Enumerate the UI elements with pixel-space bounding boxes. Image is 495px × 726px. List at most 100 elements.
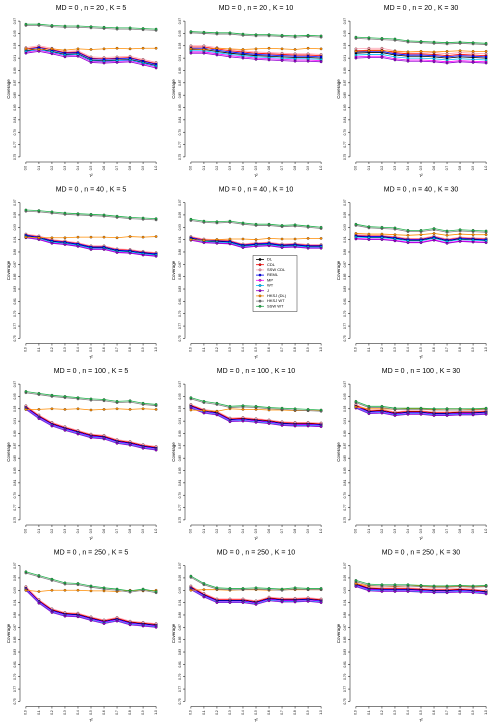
point <box>354 237 358 241</box>
legend-label: J <box>267 288 269 293</box>
y-tick-label: 0.95 <box>178 575 182 581</box>
point <box>76 245 80 248</box>
panel-title: MD = 0 , n = 40 , K = 5 <box>56 186 127 193</box>
y-tick-label: 0.77 <box>13 141 17 147</box>
x-tick-label: 0.1 <box>202 166 206 171</box>
point <box>63 395 67 398</box>
x-tick-label: 0.0 <box>354 347 358 352</box>
point <box>241 246 245 249</box>
x-tick-label: 0.7 <box>115 529 119 534</box>
y-tick-label: 0.97 <box>343 199 347 205</box>
y-tick-label: 0.85 <box>178 273 182 279</box>
point <box>406 413 410 416</box>
point <box>102 622 106 625</box>
point <box>471 41 475 45</box>
x-tick-label: 0.5 <box>419 347 423 352</box>
point <box>419 233 423 237</box>
y-tick-label: 0.95 <box>178 393 182 399</box>
y-tick-label: 0.81 <box>343 661 347 667</box>
x-tick-label: 0.4 <box>406 166 410 171</box>
x-tick-label: 0.8 <box>293 529 297 534</box>
x-tick-label: 1.0 <box>484 529 488 534</box>
panel: MD = 0 , n = 20 , K = 100.750.770.790.81… <box>171 5 323 178</box>
x-tick-label: 0.2 <box>380 166 384 171</box>
point <box>202 595 206 599</box>
y-tick-label: 0.91 <box>343 55 347 61</box>
point <box>280 33 284 37</box>
panel: MD = 0 , n = 20 , K = 5 0.75 0.77 0.79 0.81 0… <box>6 5 158 178</box>
y-tick-label: 0.97 <box>13 18 17 24</box>
y-tick-label: 0.83 <box>178 104 182 110</box>
x-tick-label: 0.9 <box>306 710 310 715</box>
legend-label: SSW CDL <box>267 267 286 272</box>
y-tick-label: 0.83 <box>343 649 347 655</box>
point <box>367 225 371 228</box>
series-line <box>25 407 157 449</box>
y-tick-label: 0.87 <box>178 443 182 449</box>
point <box>319 601 323 604</box>
point <box>76 212 80 216</box>
x-axis-label: τ² <box>89 355 93 360</box>
point <box>254 222 258 226</box>
x-tick-label: 0.7 <box>445 710 449 715</box>
x-axis-label: τ² <box>89 536 93 541</box>
point <box>76 396 80 399</box>
point <box>254 55 258 59</box>
x-tick-label: 0.9 <box>141 529 145 534</box>
point <box>50 577 54 581</box>
point <box>89 397 93 401</box>
y-tick-label: 0.95 <box>13 575 17 581</box>
point <box>102 25 106 29</box>
point <box>380 46 384 50</box>
y-tick-label: 0.87 <box>13 261 17 267</box>
point <box>89 25 93 28</box>
point <box>50 47 54 51</box>
x-tick-label: 1.0 <box>484 347 488 352</box>
point <box>102 213 106 217</box>
point <box>215 242 219 245</box>
point <box>215 51 219 54</box>
point <box>280 406 284 410</box>
point <box>354 35 358 39</box>
y-tick-label: 0.95 <box>343 30 347 36</box>
y-tick-label: 0.79 <box>13 129 17 135</box>
y-tick-label: 0.83 <box>178 286 182 292</box>
y-tick-label: 0.95 <box>178 212 182 218</box>
x-tick-label: 0.7 <box>445 529 449 534</box>
x-axis-label: τ² <box>419 355 423 360</box>
y-tick-label: 0.89 <box>178 430 182 436</box>
point <box>50 24 54 27</box>
point <box>432 54 436 57</box>
point <box>128 216 132 219</box>
point <box>293 34 297 38</box>
x-axis-label: τ² <box>254 718 258 723</box>
point <box>24 588 28 592</box>
point <box>24 570 28 574</box>
point <box>89 248 93 251</box>
point <box>393 50 397 53</box>
legend-marker <box>258 284 262 287</box>
point <box>154 66 158 70</box>
y-tick-label: 0.81 <box>343 480 347 486</box>
y-tick-label: 0.87 <box>13 624 17 630</box>
x-axis-label: τ² <box>419 173 423 178</box>
y-tick-label: 0.83 <box>13 104 17 110</box>
point <box>280 224 284 227</box>
point <box>241 48 245 51</box>
point <box>406 229 410 232</box>
x-tick-label: 0.6 <box>432 347 436 352</box>
y-tick-label: 0.79 <box>13 492 17 498</box>
point <box>115 61 119 64</box>
y-tick-label: 0.91 <box>178 418 182 424</box>
point <box>484 406 488 410</box>
point <box>254 404 258 408</box>
x-tick-label: 0.0 <box>24 710 28 715</box>
x-tick-label: 0.4 <box>76 710 80 715</box>
point <box>141 63 145 67</box>
y-tick-label: 0.89 <box>178 67 182 73</box>
x-tick-label: 0.3 <box>63 347 67 352</box>
x-tick-label: 0.9 <box>141 166 145 171</box>
x-tick-label: 0.5 <box>419 166 423 171</box>
y-tick-label: 0.81 <box>178 661 182 667</box>
